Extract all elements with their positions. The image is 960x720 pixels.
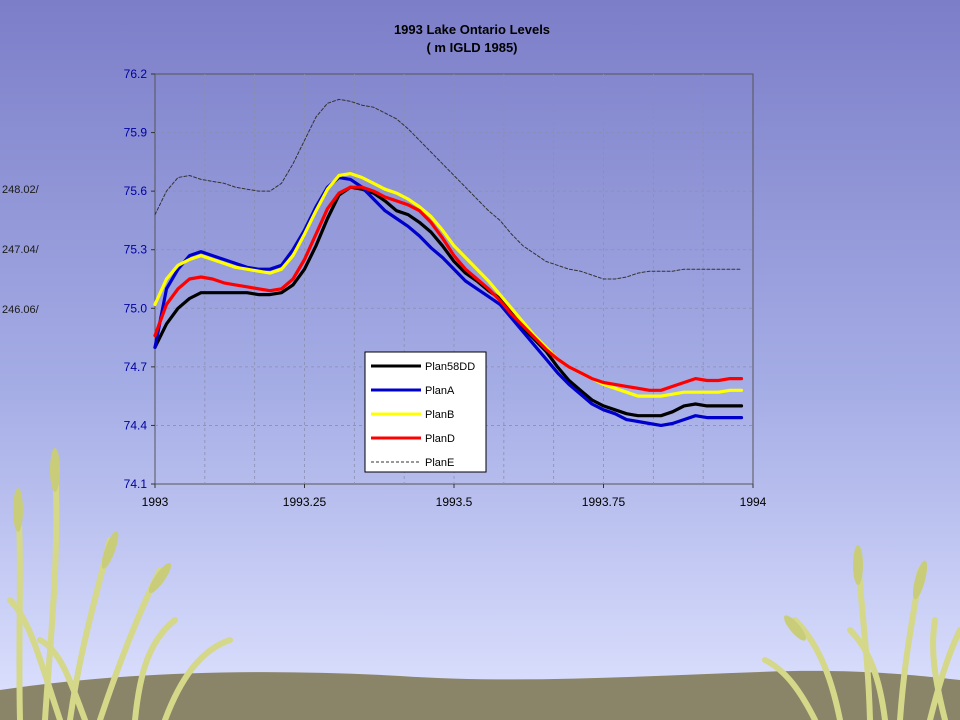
y-axis-ticks: 74.1 74.4 74.7 75.0 75.3 75.6 75.9 76.2 <box>124 67 155 491</box>
x-tick-label: 1993.25 <box>283 495 327 509</box>
x-tick-label: 1993 <box>142 495 169 509</box>
x-tick-label: 1993.5 <box>436 495 473 509</box>
grass-right-heads <box>784 545 928 641</box>
chart-subtitle: ( m IGLD 1985) <box>426 40 517 55</box>
series-lines <box>153 98 744 427</box>
side-label-1: 248.02/ <box>2 184 39 196</box>
x-tick-label: 1994 <box>740 495 767 509</box>
side-label-3: 246.06/ <box>2 304 39 316</box>
series-line-plana <box>153 175 744 427</box>
legend-label: PlanA <box>425 385 455 397</box>
legend-label: Plan58DD <box>425 361 475 373</box>
side-label-2: 247.04/ <box>2 244 39 256</box>
legend-box <box>364 351 487 473</box>
series-line-plan58dd <box>153 185 744 418</box>
legend-label: PlanD <box>425 433 455 445</box>
y-tick-label: 75.9 <box>124 126 148 140</box>
y-tick-label: 75.0 <box>124 301 148 315</box>
series-line-planb <box>153 172 744 398</box>
legend-label: PlanB <box>425 409 454 421</box>
y-tick-label: 76.2 <box>124 67 148 81</box>
grid <box>155 74 753 484</box>
ground <box>0 670 960 720</box>
y-tick-label: 74.1 <box>124 477 148 491</box>
y-tick-label: 75.6 <box>124 184 148 198</box>
grass-right <box>762 552 960 720</box>
series-line-pland <box>153 185 744 392</box>
x-axis-ticks: 1993 1993.25 1993.5 1993.75 1994 <box>142 484 767 509</box>
legend: Plan58DD PlanA PlanB PlanD PlanE <box>364 351 487 473</box>
chart-title: 1993 Lake Ontario Levels <box>394 22 550 37</box>
y-tick-label: 74.7 <box>124 360 148 374</box>
series-line-plane <box>154 98 742 280</box>
y-tick-label: 74.4 <box>124 418 148 432</box>
grass-left-heads <box>13 448 172 594</box>
legend-label: PlanE <box>425 457 454 469</box>
x-tick-label: 1993.75 <box>582 495 626 509</box>
y-tick-label: 75.3 <box>124 243 148 257</box>
